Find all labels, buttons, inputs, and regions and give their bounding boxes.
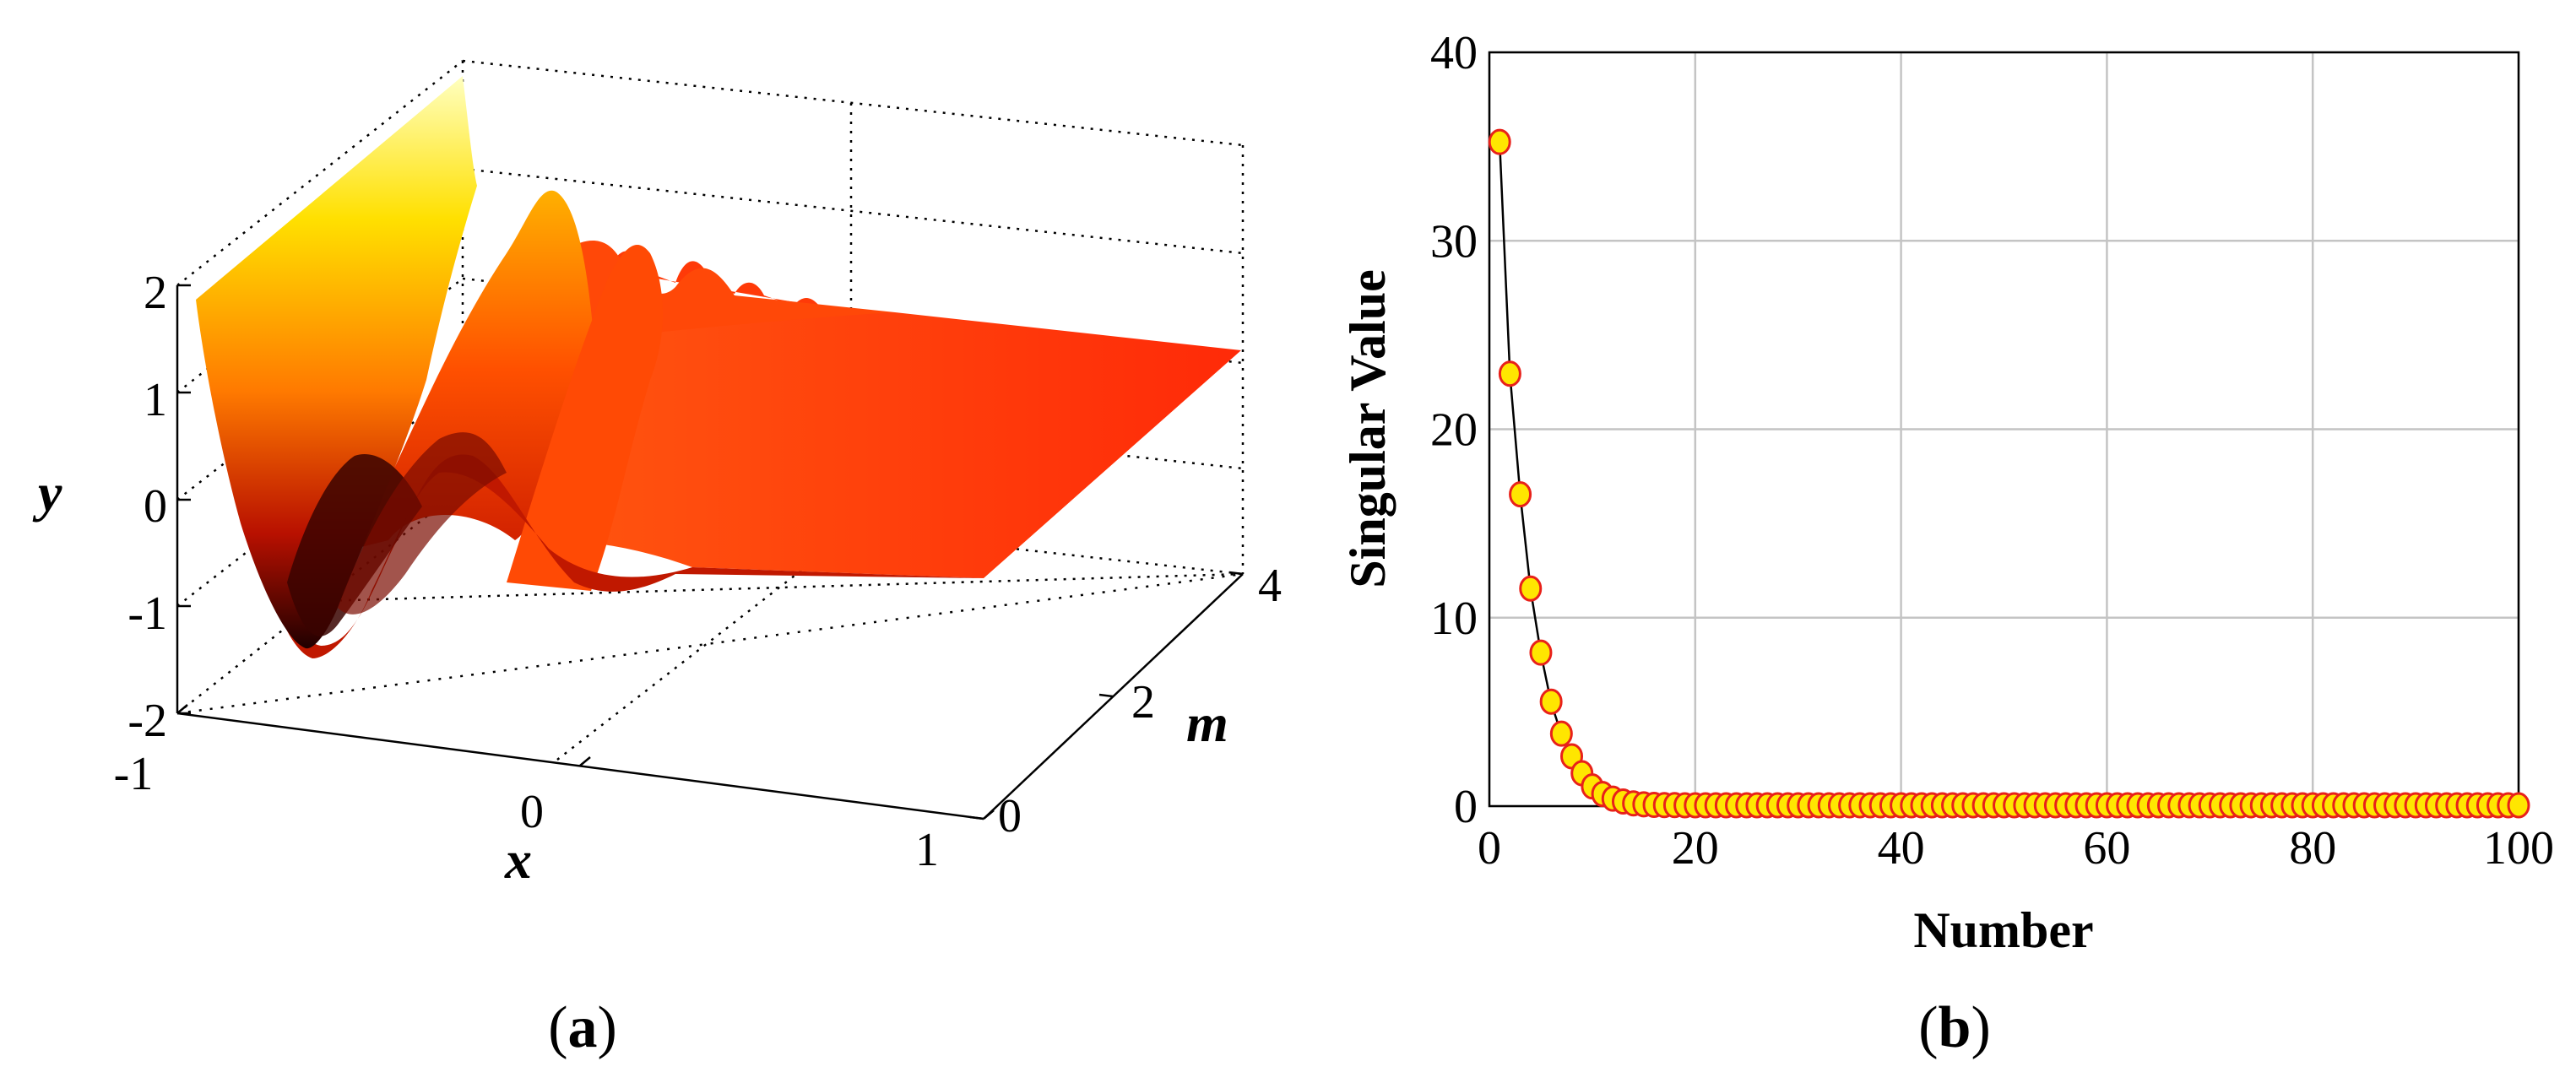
z-tick-label: 2 (144, 267, 167, 319)
panel-label-b: (b) (1918, 995, 1991, 1060)
y-tick-label: 0 (1454, 781, 1478, 833)
surface-m-ticks: 0 2 4 (998, 560, 1282, 842)
x-tick-mark (176, 704, 188, 714)
data-point (1529, 639, 1553, 666)
x-tick-mark (983, 810, 995, 820)
x-tick-label: 0 (520, 786, 544, 838)
data-point (1539, 688, 1563, 715)
x-tick-label: 60 (2083, 822, 2130, 875)
m-tick-mark (969, 815, 984, 820)
y-tick-label: 10 (1430, 593, 1478, 645)
data-point (1498, 360, 1521, 387)
singular-value-panel: 0 20 40 60 80 100 0 10 20 30 40 Number Singular Va… (1340, 27, 2554, 958)
m-tick-label: 0 (998, 790, 1022, 842)
singular-value-line (1498, 143, 2519, 808)
x-tick-label: 80 (2289, 822, 2336, 875)
x-tick-mark (579, 756, 591, 766)
z-tick-label: -1 (127, 588, 167, 640)
x-tick-label: 0 (1478, 822, 1501, 875)
m-tick-label: 4 (1258, 560, 1282, 612)
data-point (1488, 128, 1511, 155)
x-tick-label: -1 (114, 748, 154, 800)
z-tick-label: 1 (144, 374, 167, 426)
y-tick-label: 30 (1430, 215, 1478, 268)
surface-z-ticks: 2 1 0 -1 -2 (127, 267, 167, 747)
surface (196, 76, 1241, 658)
data-point (1509, 481, 1532, 508)
data-point (2507, 792, 2530, 819)
surface-z-axis-label: y (32, 463, 62, 523)
x-tick-label: 100 (2483, 822, 2554, 875)
m-tick-label: 2 (1131, 676, 1155, 728)
surface-x-axis-label: x (504, 830, 532, 890)
y-tick-label: 20 (1430, 404, 1478, 457)
m-tick-mark (1098, 693, 1114, 698)
z-tick-label: -2 (127, 695, 167, 747)
x-tick-label: 20 (1672, 822, 1719, 875)
z-tick-label: 0 (144, 480, 167, 533)
panel-label-a: (a) (548, 995, 617, 1060)
singular-value-y-axis-label: Singular Value (1340, 269, 1396, 588)
surface-x-ticks: -1 0 1 (114, 748, 939, 876)
m-tick-mark (1228, 571, 1244, 576)
data-point (1519, 575, 1543, 602)
x-tick-label: 1 (915, 824, 939, 876)
y-tick-label: 40 (1430, 27, 1478, 79)
x-tick-label: 40 (1878, 822, 1925, 875)
singular-value-x-axis-label: Number (1913, 902, 2093, 958)
surface-tick-marks (176, 284, 1244, 820)
surface-m-axis-label: m (1186, 693, 1228, 753)
singular-value-tick-labels: 0 20 40 60 80 100 0 10 20 30 40 (1430, 27, 2554, 875)
singular-value-grid (1488, 51, 2520, 808)
surface-plot-panel: 2 1 0 -1 -2 -1 0 1 0 2 4 y x m (32, 59, 1282, 890)
data-point (1549, 720, 1573, 747)
singular-value-markers (1488, 128, 2530, 819)
